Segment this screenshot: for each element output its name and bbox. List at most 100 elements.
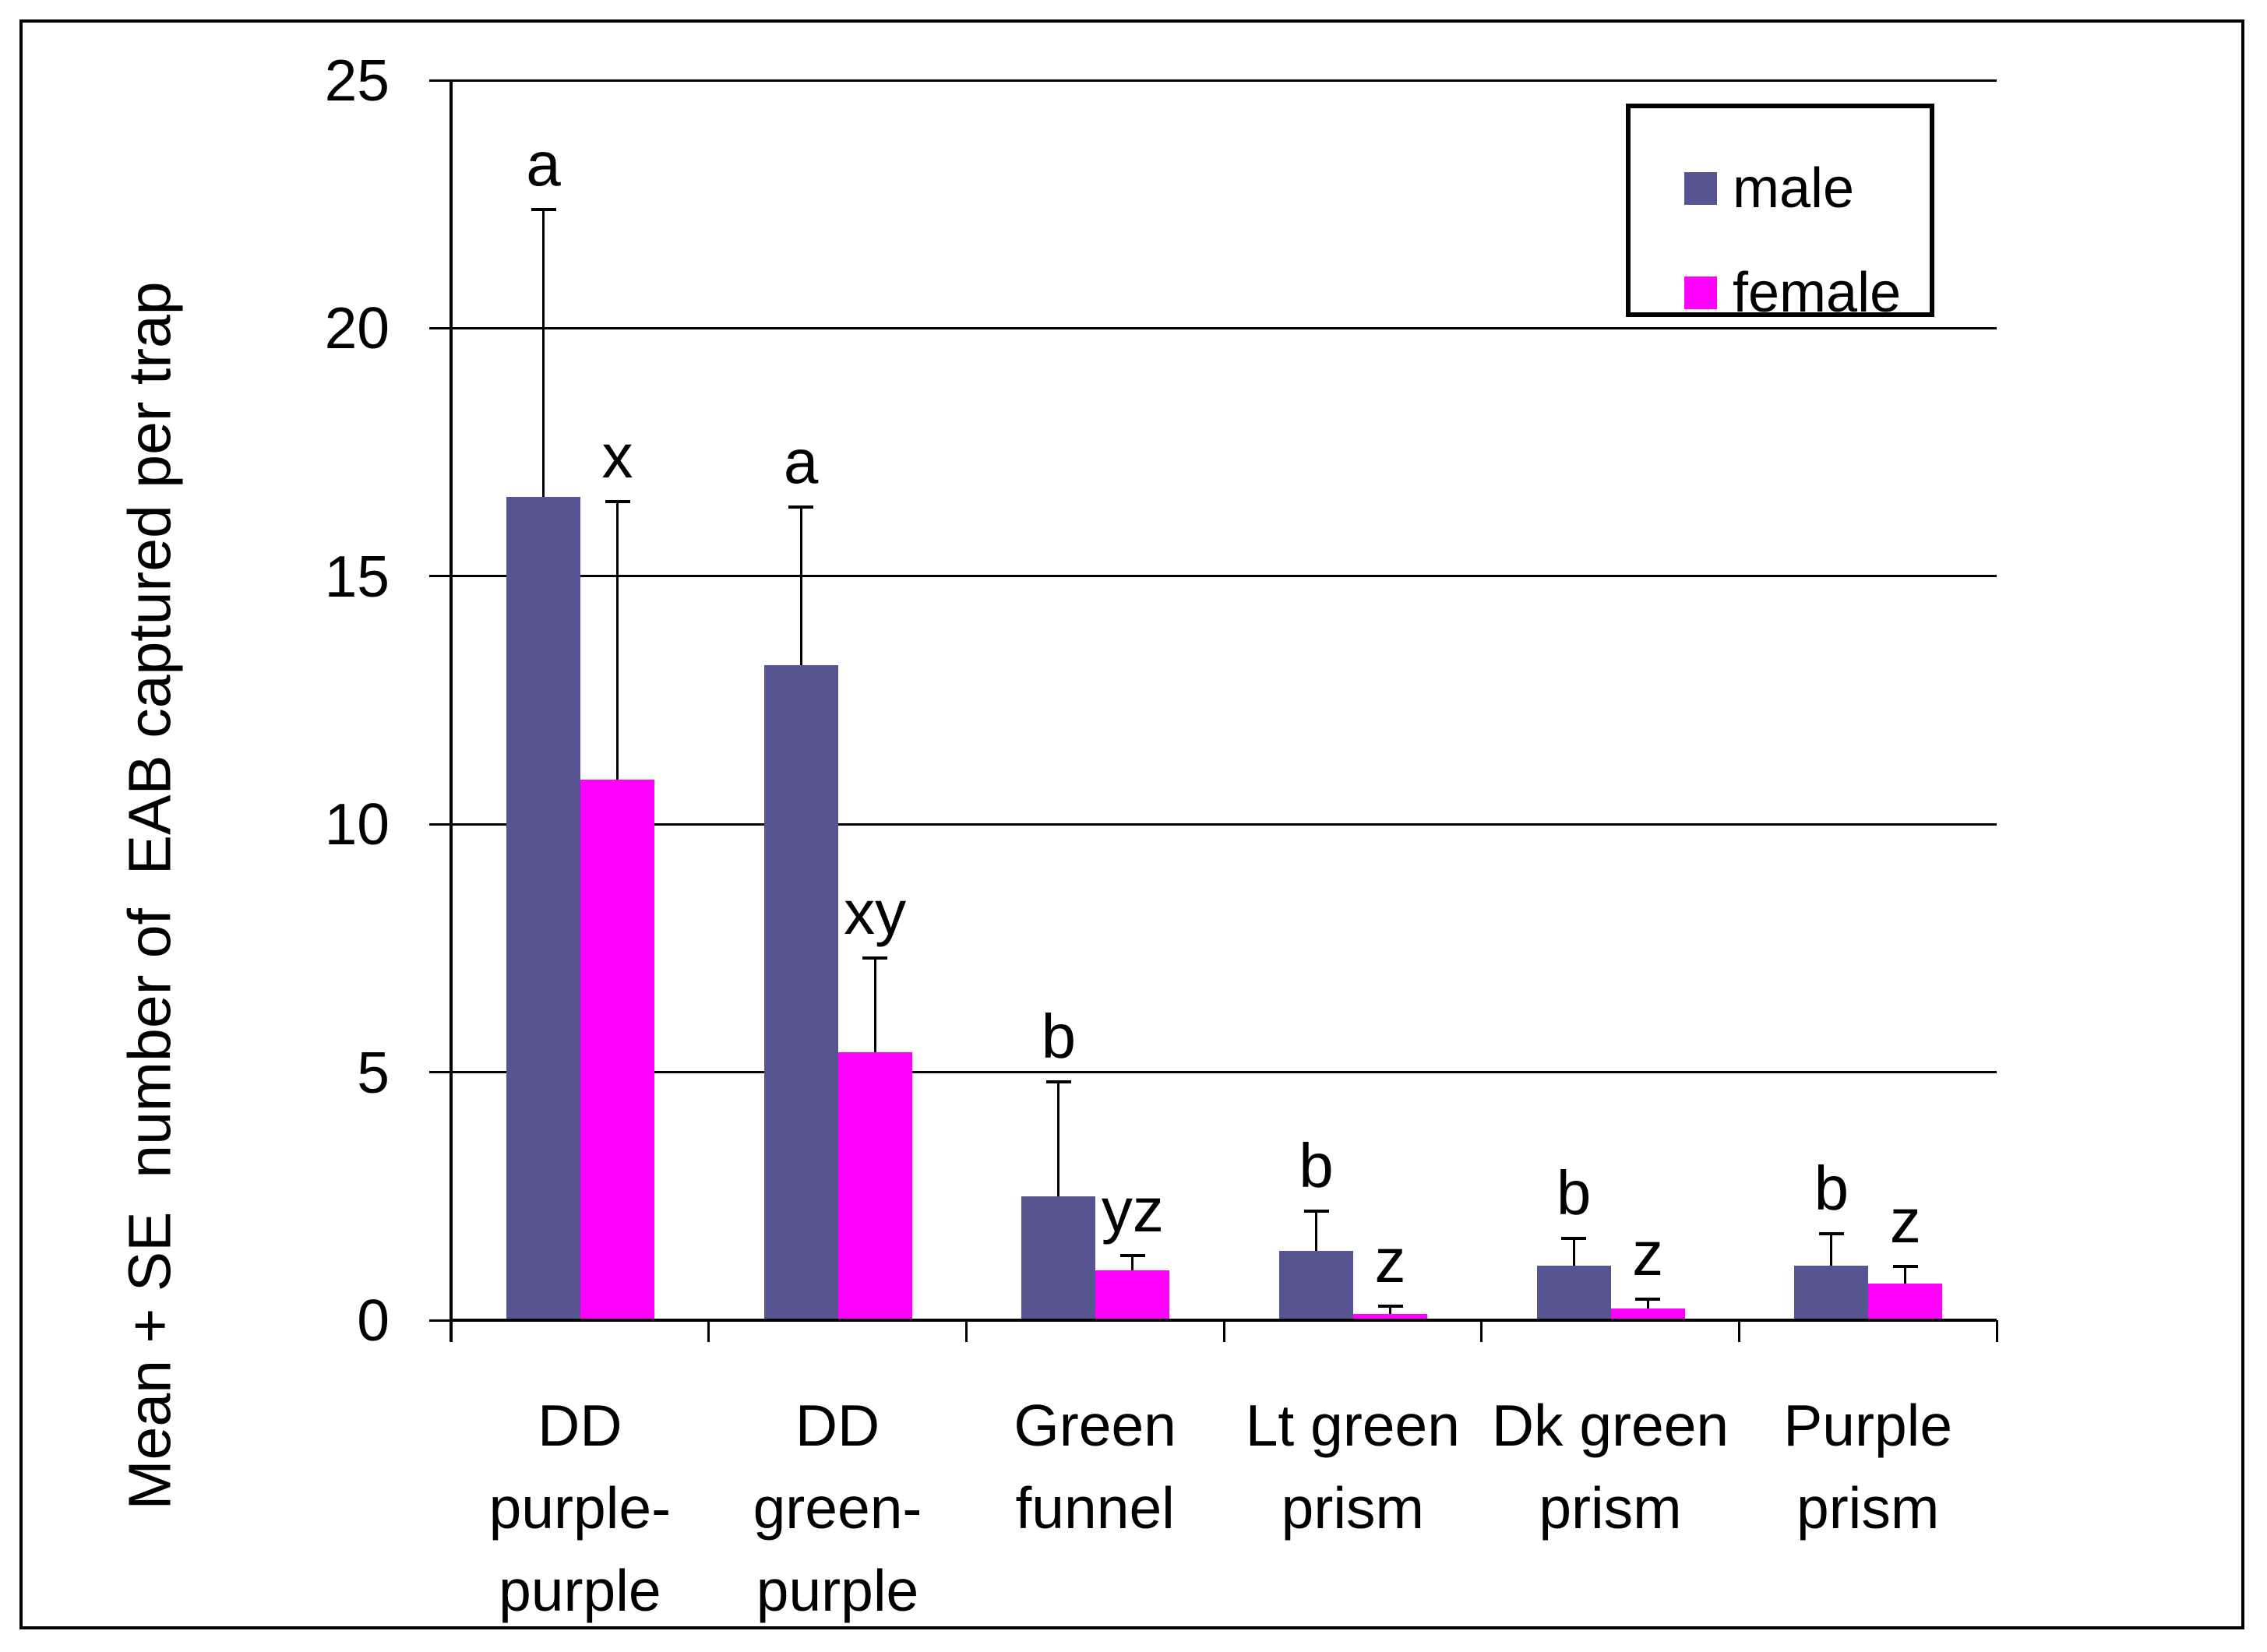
x-category-label-6: Purple prism	[1739, 1384, 1997, 1549]
errorbar-male-dk-green-prism	[1572, 1238, 1575, 1266]
y-tick-10	[429, 822, 451, 826]
y-tick-label-25: 25	[324, 48, 390, 113]
x-category-label-3: Green funnel	[966, 1384, 1224, 1549]
bar-male-dd-green-purple	[763, 665, 838, 1320]
sig-letter-female-dk-green-prism: z	[1632, 1219, 1664, 1289]
x-category-label-line: green-	[753, 1475, 922, 1541]
errorbar-cap-female-lt-green-prism	[1377, 1305, 1403, 1309]
errorbar-female-green-funnel	[1131, 1256, 1134, 1271]
legend-label-female: female	[1733, 262, 1902, 324]
legend-label-male: male	[1733, 157, 1855, 220]
x-category-label-line: Dk green	[1491, 1393, 1729, 1458]
errorbar-male-dd-purple-purple	[542, 209, 545, 497]
gridline-y20	[451, 326, 1997, 329]
x-category-label-5: Dk green prism	[1482, 1384, 1740, 1549]
x-category-label-line: DD	[795, 1393, 880, 1458]
x-tick-3	[1222, 1320, 1225, 1342]
x-tick-2	[964, 1320, 968, 1342]
x-category-label-line: Lt green	[1245, 1393, 1460, 1458]
sig-letter-male-dd-purple-purple: a	[526, 129, 561, 199]
gridline-y10	[451, 822, 1997, 826]
bar-female-dd-green-purple	[837, 1052, 912, 1320]
sig-letter-male-dd-green-purple: a	[783, 426, 819, 496]
errorbar-female-dd-purple-purple	[616, 502, 619, 780]
x-category-label-line: DD	[538, 1393, 622, 1458]
x-category-label-line: purple	[756, 1558, 919, 1623]
x-category-label-4: Lt green prism	[1224, 1384, 1482, 1549]
errorbar-cap-male-green-funnel	[1045, 1080, 1071, 1084]
x-category-label-line: purple-	[488, 1475, 672, 1541]
bar-male-green-funnel	[1021, 1196, 1096, 1320]
bar-female-dk-green-prism	[1610, 1308, 1685, 1320]
legend-swatch-male	[1684, 172, 1717, 205]
errorbar-cap-female-dd-green-purple	[862, 956, 888, 960]
errorbar-male-dd-green-purple	[799, 506, 802, 666]
bar-male-dk-green-prism	[1536, 1265, 1611, 1320]
figure-border	[19, 19, 2244, 1629]
errorbar-cap-female-green-funnel	[1119, 1254, 1145, 1258]
x-category-label-line: funnel	[1015, 1475, 1175, 1541]
bar-female-dd-purple-purple	[580, 779, 654, 1320]
sig-letter-female-dd-green-purple: xy	[844, 878, 907, 948]
x-tick-4	[1480, 1320, 1483, 1342]
errorbar-female-lt-green-prism	[1389, 1306, 1391, 1314]
errorbar-female-dk-green-prism	[1646, 1299, 1649, 1309]
errorbar-male-green-funnel	[1057, 1082, 1060, 1196]
x-category-label-line: purple	[499, 1558, 661, 1623]
y-tick-label-20: 20	[324, 295, 390, 361]
legend: male female	[1626, 104, 1934, 324]
y-tick-15	[429, 575, 451, 578]
y-tick-label-0: 0	[357, 1287, 390, 1353]
bar-female-purple-prism	[1868, 1283, 1943, 1320]
sig-letter-female-lt-green-prism: z	[1374, 1226, 1406, 1296]
y-tick-25	[429, 79, 451, 82]
bar-male-dd-purple-purple	[506, 496, 580, 1320]
bar-female-green-funnel	[1095, 1270, 1170, 1320]
x-category-label-1: DD purple-purple	[451, 1384, 709, 1632]
gridline-y5	[451, 1071, 1997, 1074]
errorbar-cap-female-purple-prism	[1892, 1265, 1918, 1269]
x-category-label-2: DD green-purple	[709, 1384, 967, 1632]
y-tick-label-5: 5	[357, 1039, 390, 1105]
x-category-label-line: Purple	[1783, 1393, 1953, 1458]
sig-letter-male-green-funnel: b	[1041, 1002, 1077, 1072]
x-category-label-line: prism	[1539, 1475, 1682, 1541]
y-tick-5	[429, 1071, 451, 1074]
errorbar-cap-male-lt-green-prism	[1303, 1209, 1329, 1213]
gridline-y25	[451, 79, 1997, 82]
errorbar-cap-female-dk-green-prism	[1635, 1298, 1661, 1302]
y-tick-0	[429, 1319, 451, 1322]
y-tick-label-15: 15	[324, 543, 390, 609]
errorbar-cap-male-dd-purple-purple	[531, 207, 556, 211]
errorbar-cap-male-dk-green-prism	[1561, 1236, 1587, 1240]
errorbar-cap-male-purple-prism	[1818, 1231, 1844, 1235]
bar-female-lt-green-prism	[1353, 1313, 1427, 1320]
x-tick-6	[1995, 1320, 1998, 1342]
gridline-y15	[451, 575, 1997, 578]
y-tick-label-10: 10	[324, 791, 390, 858]
errorbar-cap-male-dd-green-purple	[788, 505, 814, 509]
sig-letter-male-purple-prism: b	[1814, 1153, 1849, 1223]
errorbar-female-dd-green-purple	[873, 958, 876, 1053]
x-tick-0	[450, 1320, 453, 1342]
errorbar-cap-female-dd-purple-purple	[605, 500, 630, 504]
sig-letter-female-green-funnel: yz	[1101, 1175, 1164, 1245]
sig-letter-male-dk-green-prism: b	[1556, 1157, 1592, 1228]
y-tick-20	[429, 326, 451, 329]
errorbar-female-purple-prism	[1904, 1266, 1907, 1284]
x-category-label-line: Green	[1014, 1393, 1176, 1458]
x-tick-5	[1737, 1320, 1740, 1342]
bar-male-purple-prism	[1794, 1265, 1869, 1320]
x-category-label-line: prism	[1281, 1475, 1424, 1541]
sig-letter-male-lt-green-prism: b	[1299, 1130, 1334, 1200]
errorbar-male-lt-green-prism	[1315, 1210, 1317, 1251]
sig-letter-female-purple-prism: z	[1889, 1186, 1921, 1256]
sig-letter-female-dd-purple-purple: x	[601, 421, 633, 491]
bar-male-lt-green-prism	[1279, 1250, 1353, 1320]
legend-swatch-female	[1684, 277, 1717, 309]
x-category-label-line: prism	[1796, 1475, 1940, 1541]
x-tick-1	[707, 1320, 710, 1342]
errorbar-male-purple-prism	[1830, 1233, 1833, 1266]
y-axis-line	[450, 80, 453, 1342]
